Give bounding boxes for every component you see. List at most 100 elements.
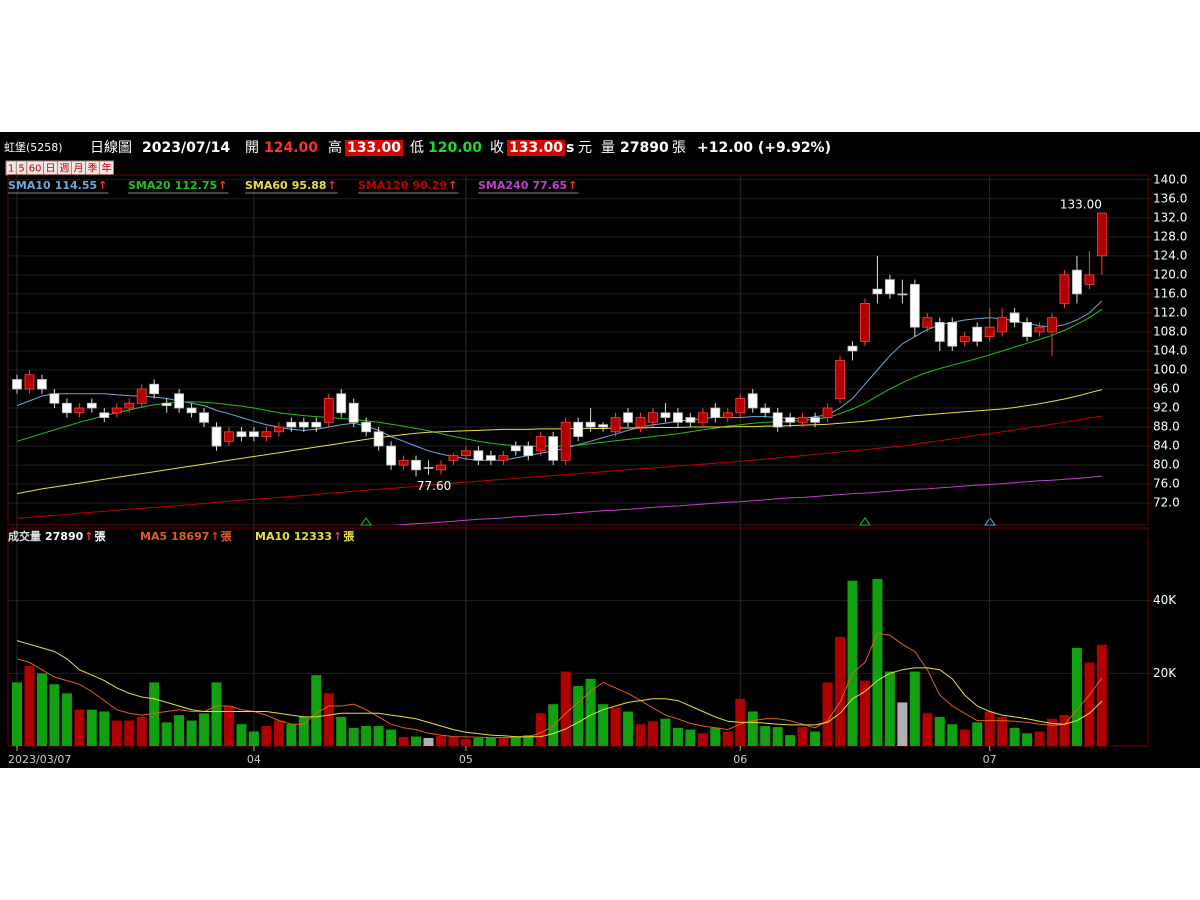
- volume-bar: [498, 737, 509, 746]
- candle-body: [149, 383, 160, 395]
- open-label: 開: [245, 140, 259, 156]
- candle-body: [1034, 326, 1045, 333]
- candle-body: [573, 421, 584, 437]
- candle-body: [660, 412, 671, 418]
- volume-bar: [947, 724, 958, 746]
- moving-average-line: [16, 640, 1103, 738]
- candle-body: [959, 336, 970, 342]
- candle-body: [1084, 274, 1095, 285]
- volume-bar: [560, 671, 571, 746]
- candle-body: [835, 360, 845, 399]
- period-button[interactable]: 月: [70, 160, 86, 176]
- candle-body: [673, 412, 683, 423]
- volume-bar: [760, 726, 771, 746]
- candle-body: [411, 459, 421, 471]
- y-tick-label: 116.0: [1153, 286, 1187, 300]
- high-label: 高: [328, 139, 342, 156]
- min-price-label: 77.60: [417, 479, 451, 493]
- candle-body: [997, 317, 1008, 333]
- candle-body: [760, 407, 771, 414]
- x-tick-label: 06: [733, 753, 747, 766]
- legend-entry: 18697: [171, 530, 209, 543]
- volume-bar: [510, 737, 521, 746]
- volume-bar: [710, 727, 721, 746]
- candle-body: [1022, 322, 1032, 338]
- volume-bar: [199, 713, 210, 746]
- value-box: [507, 140, 566, 156]
- volume-bar: [959, 729, 970, 746]
- period-button[interactable]: 週: [56, 160, 72, 176]
- candle-body: [947, 322, 958, 347]
- x-tick-label: 05: [459, 753, 473, 766]
- legend-entry: 張: [95, 530, 107, 543]
- legend-trend: ↑: [218, 179, 227, 192]
- volume-bar: [111, 720, 122, 746]
- period-button[interactable]: 日: [42, 160, 58, 176]
- volume-bar: [1084, 662, 1095, 746]
- volume-bar: [286, 724, 297, 746]
- y-tick-label: 112.0: [1153, 305, 1187, 319]
- candle-body: [722, 412, 733, 418]
- period-button[interactable]: 60: [26, 160, 44, 176]
- period-button[interactable]: 5: [15, 160, 28, 176]
- candle-body: [224, 431, 234, 442]
- candle-body: [623, 412, 633, 423]
- legend-entry: 成交量: [8, 529, 41, 543]
- volume-bar: [922, 713, 933, 746]
- volume-bar: [772, 727, 783, 746]
- candle-body: [510, 445, 521, 452]
- candle-body: [261, 431, 272, 437]
- period-button-label: 月: [73, 163, 83, 175]
- volume-bar: [548, 704, 559, 746]
- volume-bar: [822, 682, 833, 746]
- candle-body: [598, 424, 608, 428]
- volume-bar: [810, 731, 821, 746]
- legend-trend: ↑: [333, 530, 342, 543]
- candle-body: [498, 455, 509, 461]
- volume-bar: [298, 716, 309, 746]
- volume-bar: [685, 729, 696, 746]
- legend-entry: 114.55: [55, 179, 97, 192]
- candle-body: [348, 402, 359, 423]
- candle-body: [37, 379, 47, 390]
- period-button[interactable]: 年: [98, 160, 114, 176]
- legend-trend: ↑: [84, 530, 93, 543]
- volume-bar: [473, 738, 484, 746]
- volume-bar: [847, 580, 858, 746]
- price-panel-frame: [7, 174, 1149, 526]
- legend-entry: 張: [221, 530, 233, 543]
- candle-body: [872, 288, 883, 295]
- legend-entry: MA10: [255, 530, 290, 543]
- candle-body: [810, 417, 820, 423]
- y-tick-label: 76.0: [1153, 477, 1180, 491]
- candle-body: [585, 421, 596, 428]
- candle-body: [24, 374, 35, 390]
- candle-body: [249, 431, 259, 437]
- volume-bar: [460, 738, 471, 746]
- candle-body: [934, 322, 945, 342]
- y-tick-label: 40K: [1153, 593, 1177, 607]
- period-button-label: 1: [8, 164, 14, 175]
- candle-body: [286, 421, 297, 428]
- period-button[interactable]: 季: [84, 160, 100, 176]
- signal-marker: [360, 517, 372, 526]
- period-button[interactable]: 1: [5, 160, 17, 176]
- candle-body: [199, 412, 209, 423]
- volume-bar: [647, 721, 658, 746]
- candle-body: [311, 421, 322, 428]
- volume-bar: [411, 736, 422, 746]
- volume-bar: [984, 711, 995, 746]
- volume-bar: [835, 637, 846, 746]
- volume-bar: [623, 711, 634, 746]
- candle-body: [685, 417, 696, 423]
- change: +12.00 (+9.92%): [697, 140, 831, 156]
- volume-bar: [61, 693, 72, 746]
- candle-body: [298, 421, 309, 428]
- volume-bar: [373, 726, 384, 746]
- y-tick-label: 92.0: [1153, 401, 1180, 415]
- candle-body: [885, 279, 895, 295]
- candle-body: [436, 464, 446, 471]
- volume-bar: [573, 686, 584, 746]
- y-tick-label: 84.0: [1153, 439, 1180, 453]
- candle-body: [922, 317, 933, 328]
